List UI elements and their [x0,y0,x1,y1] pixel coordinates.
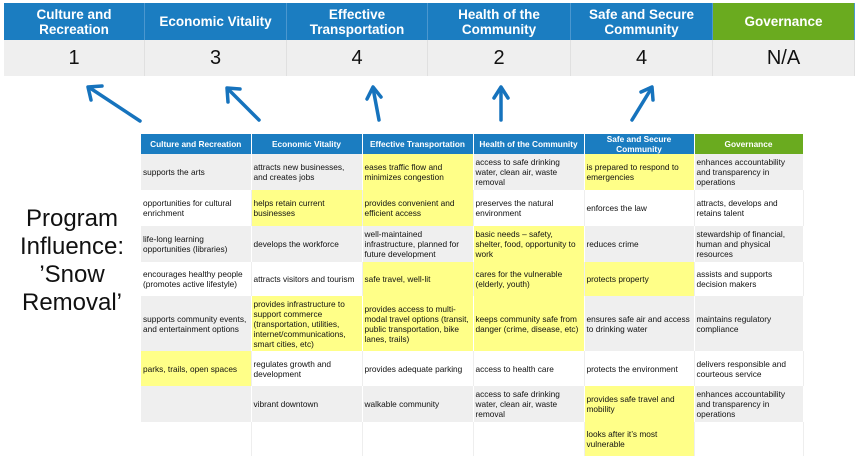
score-safe: 4 [571,40,713,76]
table-cell: basic needs – safety, shelter, food, opp… [473,226,585,262]
table-row: looks after it’s most vulnerable [141,422,804,456]
arrow-icon [630,85,655,122]
table-cell: stewardship of financial, human and phys… [694,226,804,262]
table-cell: eases traffic flow and minimizes congest… [362,154,474,190]
score-economic: 3 [145,40,287,76]
arrow-icon [365,85,383,122]
table-cell [473,422,585,456]
table-cell [251,422,363,456]
table-cell: access to safe drinking water, clean air… [473,386,585,422]
table-row: vibrant downtown walkable community access… [141,386,804,422]
table-cell: provides safe travel and mobility [584,386,695,422]
table-cell [141,386,252,422]
table-cell: attracts visitors and tourism [251,262,363,296]
table-row: supports the arts attracts new businesses… [141,154,804,190]
table-row: life-long learning opportunities (librar… [141,226,804,262]
table-cell: parks, trails, open spaces [141,351,252,386]
table-cell: assists and supports decision makers [694,262,804,296]
table-cell: access to health care [473,351,585,386]
table-cell: enhances accountability and transparency… [694,386,804,422]
table-cell: maintains regulatory compliance [694,296,804,351]
table-cell [362,422,474,456]
table-body: supports the arts attracts new businesses… [141,154,804,456]
table-cell: access to safe drinking water, clean air… [473,154,585,190]
col-header-governance: Governance [694,134,804,154]
table-cell: encourages healthy people (promotes acti… [141,262,252,296]
table-cell: helps retain current businesses [251,190,363,226]
table-cell: vibrant downtown [251,386,363,422]
table-cell: supports community events, and entertain… [141,296,252,351]
summary-header-safe: Safe and Secure Community [571,3,713,40]
table-cell: opportunities for cultural enrichment [141,190,252,226]
table-cell: walkable community [362,386,474,422]
arrow-icon [225,86,261,122]
table-cell: ensures safe air and access to drinking … [584,296,695,351]
table-cell: protects the environment [584,351,695,386]
col-header-culture: Culture and Recreation [141,134,252,154]
table-cell: provides adequate parking [362,351,474,386]
summary-header-economic: Economic Vitality [145,3,287,40]
arrow-icon [492,85,510,122]
table-cell: attracts new businesses, and creates job… [251,154,363,190]
table-cell: provides infrastructure to support comme… [251,296,363,351]
table-cell: reduces crime [584,226,695,262]
table-cell: delivers responsible and courteous servi… [694,351,804,386]
table-cell: enhances accountability and transparency… [694,154,804,190]
table-row: parks, trails, open spaces regulates grow… [141,351,804,386]
table-cell: is prepared to respond to emergencies [584,154,695,190]
arrow-icon [86,84,142,123]
col-header-transportation: Effective Transportation [362,134,474,154]
table-cell: cares for the vulnerable (elderly, youth… [473,262,585,296]
table-cell: protects property [584,262,695,296]
summary-header-culture: Culture and Recreation [4,3,145,40]
table-cell: provides access to multi-modal travel op… [362,296,474,351]
table-cell: enforces the law [584,190,695,226]
table-cell [141,422,252,456]
summary-scores: Culture and Recreation Economic Vitality… [4,3,855,76]
table-cell: regulates growth and development [251,351,363,386]
col-header-economic: Economic Vitality [251,134,363,154]
table-cell: supports the arts [141,154,252,190]
score-health: 2 [428,40,571,76]
table-cell: develops the workforce [251,226,363,262]
table-row: encourages healthy people (promotes acti… [141,262,804,296]
col-header-safe: Safe and Secure Community [584,134,695,154]
col-header-health: Health of the Community [473,134,585,154]
table-cell [694,422,804,456]
table-cell: life-long learning opportunities (librar… [141,226,252,262]
table-cell: keeps community safe from danger (crime,… [473,296,585,351]
summary-header-transportation: Effective Transportation [287,3,428,40]
summary-header-governance: Governance [713,3,855,40]
score-transportation: 4 [287,40,428,76]
influence-table: Culture and Recreation Economic Vitality… [141,134,804,456]
score-governance: N/A [713,40,855,76]
table-cell: well-maintained infrastructure, planned … [362,226,474,262]
table-row: opportunities for cultural enrichment hel… [141,190,804,226]
program-influence-label: Program Influence: ’Snow Removal’ [19,205,125,316]
table-row: supports community events, and entertain… [141,296,804,351]
summary-header-health: Health of the Community [428,3,571,40]
table-cell: looks after it’s most vulnerable [584,422,695,456]
arrows [86,84,655,123]
table-cell: attracts, develops and retains talent [694,190,804,226]
table-cell: provides convenient and efficient access [362,190,474,226]
score-culture: 1 [4,40,145,76]
table-cell: safe travel, well-lit [362,262,474,296]
table-cell: preserves the natural environment [473,190,585,226]
